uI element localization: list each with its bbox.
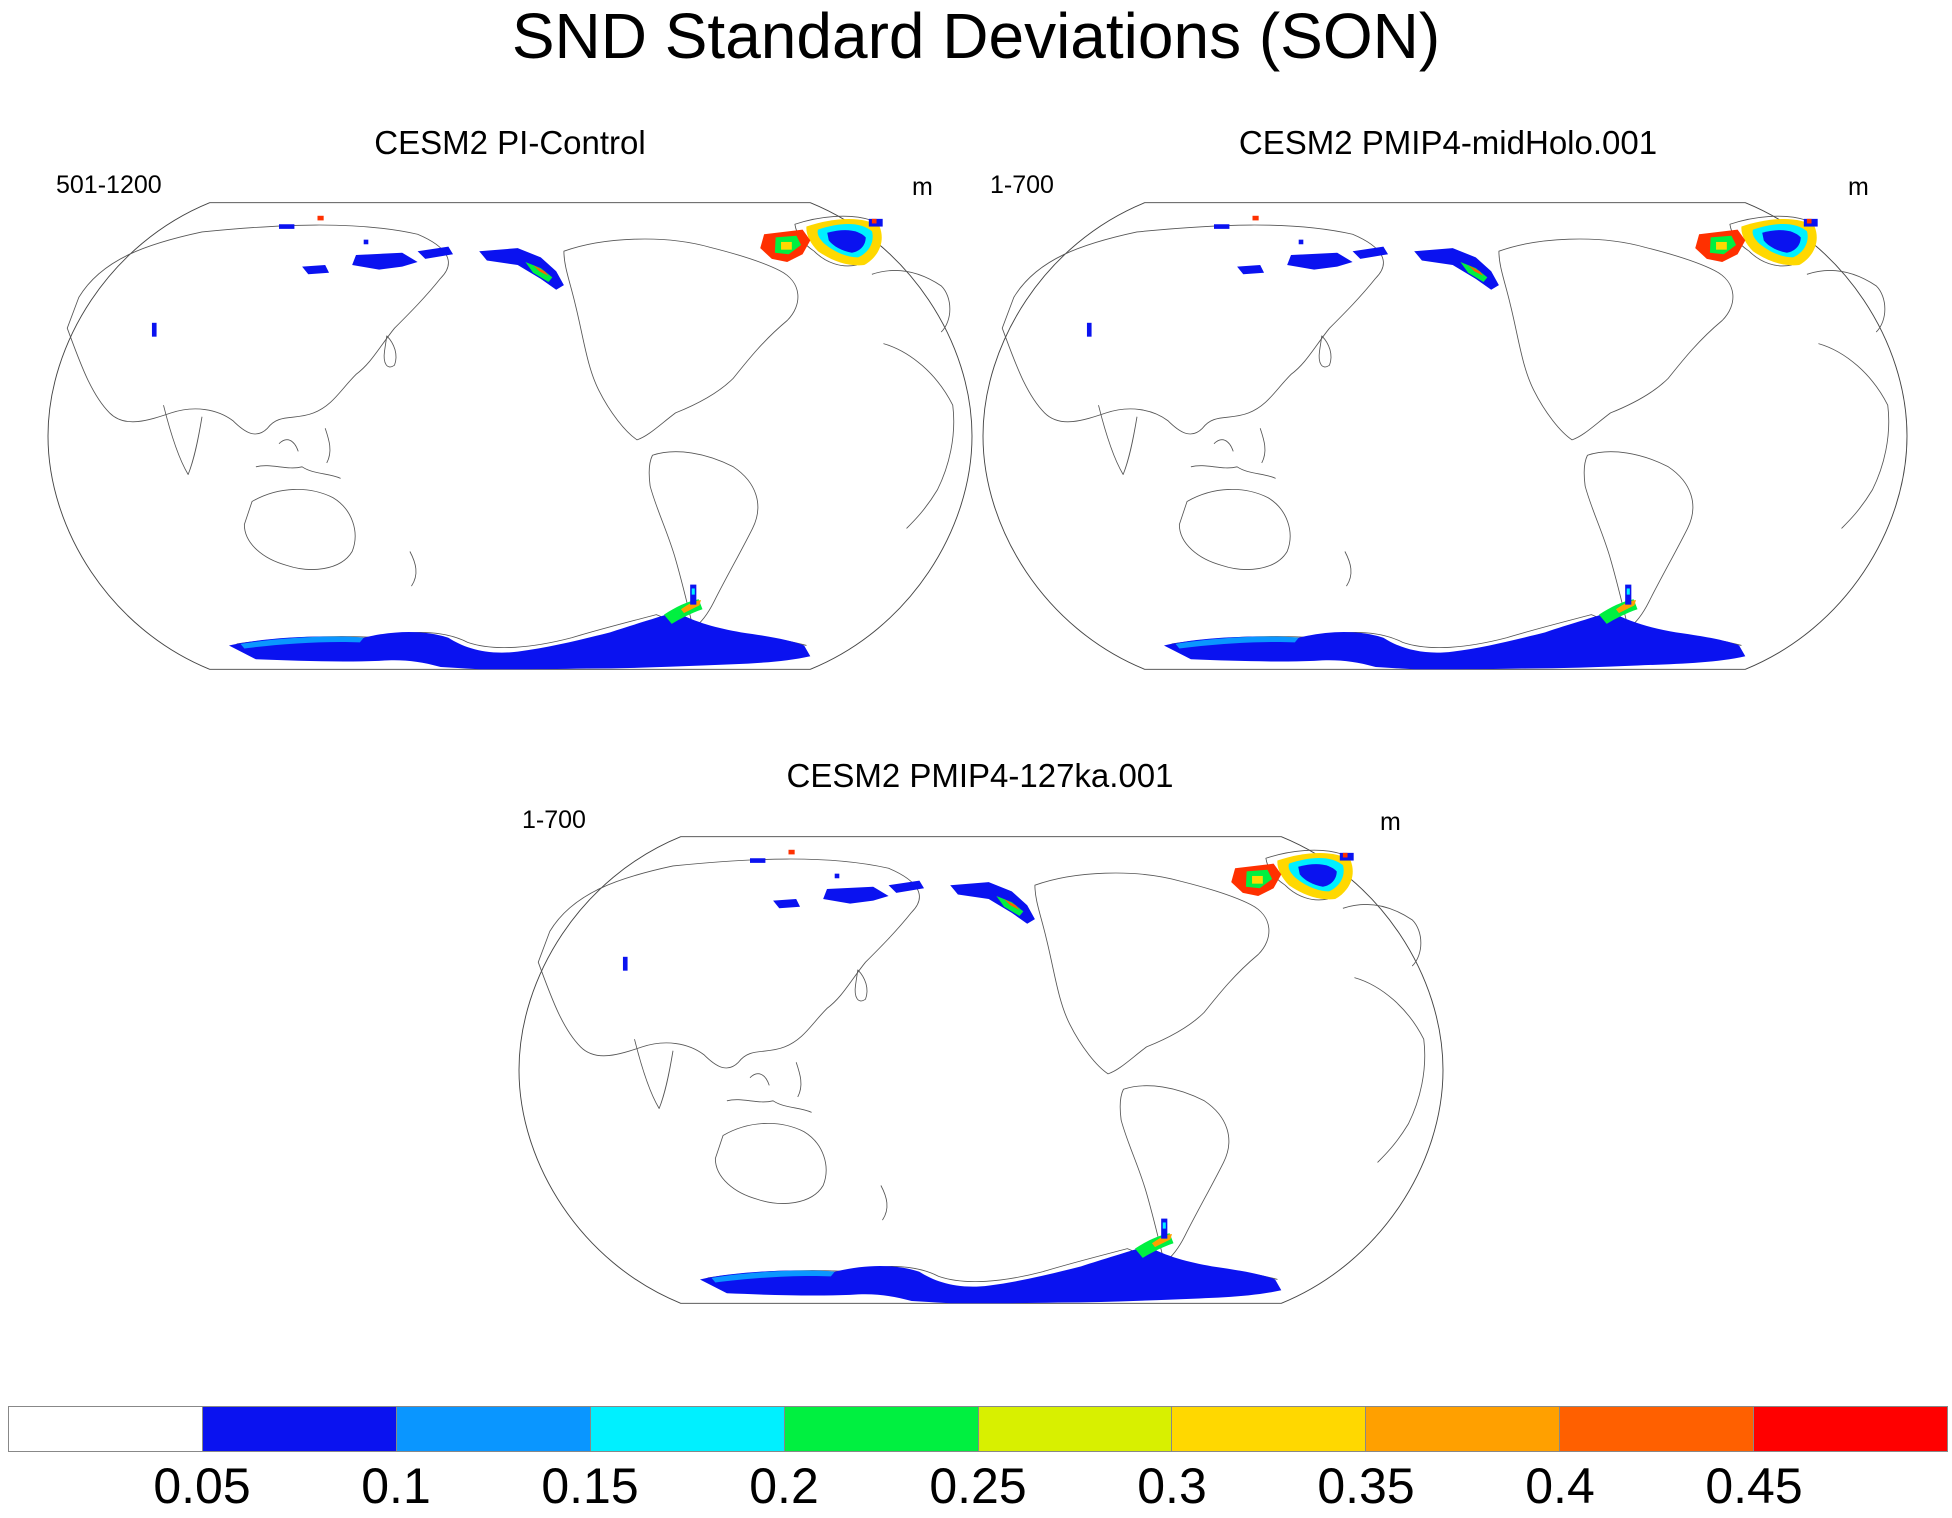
colorbar-box xyxy=(1172,1407,1367,1451)
map-127ka xyxy=(518,836,1444,1304)
colorbar-box xyxy=(1560,1407,1755,1451)
colorbar-box xyxy=(1366,1407,1561,1451)
colorbar-tick-label: 0.35 xyxy=(1317,1458,1415,1514)
map-pi-control xyxy=(47,202,973,670)
colorbar-tick-label: 0.15 xyxy=(541,1458,639,1514)
figure-title: SND Standard Deviations (SON) xyxy=(511,0,1441,72)
colorbar-tick-label: 0.3 xyxy=(1137,1458,1207,1514)
colorbar-tick-label: 0.2 xyxy=(749,1458,819,1514)
colorbar-box xyxy=(396,1407,591,1451)
colorbar-box xyxy=(784,1407,979,1451)
colorbar-tick-label: 0.1 xyxy=(361,1458,431,1514)
colorbar-box xyxy=(978,1407,1173,1451)
colorbar-box xyxy=(9,1407,203,1451)
colorbar-tick-label: 0.25 xyxy=(929,1458,1027,1514)
colorbar-box xyxy=(1754,1407,1948,1451)
colorbar-box xyxy=(202,1407,397,1451)
colorbar-box xyxy=(590,1407,785,1451)
colorbar-labels: 0.05 0.1 0.15 0.2 0.25 0.3 0.35 0.4 0.45 xyxy=(0,1458,1952,1518)
colorbar-tick-label: 0.45 xyxy=(1705,1458,1803,1514)
colorbar-tick-label: 0.05 xyxy=(153,1458,251,1514)
colorbar xyxy=(8,1406,1948,1452)
colorbar-tick-label: 0.4 xyxy=(1525,1458,1595,1514)
map-midholo xyxy=(982,202,1908,670)
